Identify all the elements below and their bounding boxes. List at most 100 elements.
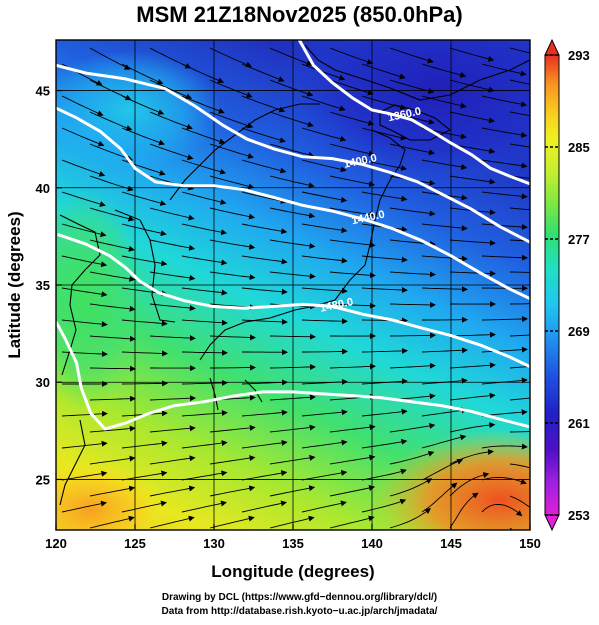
streamline: [89, 515, 135, 529]
streamline: [449, 270, 496, 277]
streamline: [361, 498, 407, 513]
streamline: [329, 454, 376, 465]
streamline: [329, 515, 375, 529]
x-axis: 120 125 130 135 140 145 150: [45, 524, 541, 551]
streamline: [329, 485, 376, 497]
streamline: [121, 95, 165, 115]
streamline: [121, 319, 168, 327]
colorbar-min-triangle: [544, 514, 560, 532]
streamline: [269, 333, 316, 340]
streamline: [329, 363, 376, 370]
credit-data-source: Data from http://database.rish.kyoto−u.a…: [161, 606, 438, 617]
streamline: [449, 392, 496, 401]
streamline: [421, 482, 458, 513]
streamline: [329, 207, 376, 218]
streamline: [509, 239, 530, 242]
y-tick-label: 30: [36, 375, 50, 390]
x-tick-label: 125: [124, 536, 146, 551]
streamline: [149, 79, 193, 100]
streamline: [61, 127, 105, 147]
y-axis: 25 30 35 40 45: [36, 84, 62, 487]
streamline: [449, 331, 496, 338]
streamline: [269, 364, 316, 370]
streamline: [509, 397, 530, 401]
streamline: [181, 255, 228, 266]
streamline: [181, 191, 227, 205]
streamline: [301, 409, 348, 417]
streamline: [149, 111, 193, 130]
streamline: [421, 286, 468, 293]
streamline: [509, 143, 530, 148]
streamline: [389, 450, 435, 465]
streamline: [121, 500, 167, 513]
streamline: [269, 79, 314, 97]
streamline: [301, 287, 348, 294]
streamline: [61, 223, 107, 238]
streamline: [269, 239, 316, 249]
y-tick-label: 35: [36, 278, 50, 293]
y-axis-title: Latitude (degrees): [5, 211, 24, 358]
streamline: [329, 271, 376, 279]
streamline: [61, 470, 108, 481]
streamline: [61, 440, 108, 449]
streamline: [209, 239, 256, 250]
colorbar-tick-label: 253: [568, 508, 590, 523]
streamline: [181, 223, 228, 236]
colorbar-tick-label: 285: [568, 140, 590, 155]
colorbar-tick-label: 261: [568, 416, 590, 431]
streamline: [61, 351, 108, 357]
streamline: [481, 503, 523, 517]
streamline: [509, 334, 530, 337]
streamline: [181, 440, 228, 449]
streamline: [361, 287, 408, 293]
streamline: [449, 111, 495, 124]
streamline: [329, 79, 374, 96]
streamline: [481, 159, 528, 169]
streamline: [149, 303, 196, 311]
streamline: [121, 440, 168, 449]
wind-streamlines: [61, 47, 530, 530]
streamline: [301, 223, 348, 234]
streamline: [421, 63, 467, 78]
colorbar-tick-label: 269: [568, 324, 590, 339]
streamline: [89, 485, 136, 497]
streamline: [389, 301, 436, 308]
streamline: [149, 143, 194, 160]
streamline: [329, 302, 376, 309]
streamline: [181, 470, 228, 481]
streamline: [181, 95, 225, 114]
streamline: [269, 394, 316, 401]
streamline: [269, 424, 316, 433]
streamline: [241, 223, 288, 235]
streamline: [449, 175, 496, 185]
streamline: [301, 95, 346, 112]
streamline: [209, 424, 256, 433]
streamline: [301, 191, 348, 203]
streamline: [361, 63, 406, 80]
streamline: [121, 470, 168, 481]
streamline: [481, 63, 527, 77]
streamline: [181, 319, 228, 326]
streamline: [241, 95, 286, 113]
x-axis-title: Longitude (degrees): [211, 562, 374, 581]
streamline: [241, 318, 288, 325]
streamline: [481, 127, 528, 138]
streamline: [89, 425, 136, 433]
streamline: [269, 207, 316, 219]
y-tick-label: 25: [36, 472, 50, 487]
streamline: [209, 143, 254, 159]
streamline: [61, 410, 108, 417]
streamline: [241, 127, 286, 143]
streamline: [149, 207, 195, 221]
page-title: MSM 21Z18Nov2025 (850.0hPa): [136, 2, 463, 27]
streamline: [509, 271, 530, 273]
streamline: [241, 379, 288, 386]
streamline: [209, 207, 255, 220]
streamline: [241, 409, 288, 417]
streamline: [449, 47, 495, 62]
streamline: [389, 362, 436, 369]
streamline: [481, 95, 528, 108]
streamline: [181, 287, 228, 296]
streamline: [301, 439, 348, 449]
height-contour-1360: [297, 40, 530, 186]
